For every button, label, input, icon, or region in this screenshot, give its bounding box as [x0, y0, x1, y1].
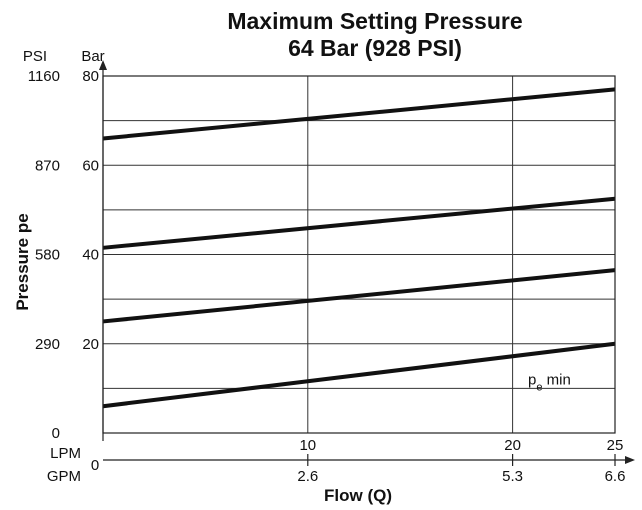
y-tick-label-bar: 60 [82, 157, 99, 174]
x-tick-label-gpm: 2.6 [297, 468, 318, 485]
chart-title-line2: 64 Bar (928 PSI) [288, 35, 462, 61]
x-unit-gpm: GPM [47, 468, 81, 485]
y-tick-label-psi: 1160 [28, 68, 60, 85]
series-line-2 [102, 196, 616, 250]
x-tick-label-lpm: 25 [607, 437, 624, 454]
chart-title-line1: Maximum Setting Pressure [227, 8, 522, 34]
x-tick-label-gpm: 5.3 [502, 468, 523, 485]
y-axis-arrow [99, 60, 107, 70]
tick-layer: 20 40 60 80 0 290 580 870 1160 10 20 25 2.6 5.3 6.6 [28, 68, 626, 485]
x-axis-label: Flow (Q) [324, 486, 392, 505]
y-tick-label-bar: 40 [82, 247, 99, 264]
series-line-3 [102, 268, 616, 324]
x-origin-label: 0 [91, 457, 99, 474]
pe-min-annotation: pe min [528, 371, 571, 393]
y-tick-label-bar: 20 [82, 336, 99, 353]
y-unit-psi: PSI [23, 48, 47, 65]
x-tick-label-lpm: 10 [299, 437, 316, 454]
series-layer [102, 87, 616, 409]
grid-layer [103, 75, 615, 433]
x-unit-lpm: LPM [50, 445, 81, 462]
pe-min-suffix: min [543, 371, 571, 388]
y-tick-label-psi: 870 [35, 157, 60, 174]
y-tick-label-psi: 0 [52, 425, 60, 442]
x-tick-label-gpm: 6.6 [605, 468, 626, 485]
series-line-4 [102, 341, 616, 409]
y-tick-label-psi: 290 [35, 336, 60, 353]
y-tick-label-bar: 80 [82, 68, 99, 85]
y-tick-label-psi: 580 [35, 247, 60, 264]
y-axis-label: Pressure pe [13, 213, 32, 310]
x-tick-label-lpm: 20 [504, 437, 521, 454]
x-axis-arrow [625, 456, 635, 464]
y-unit-bar: Bar [81, 48, 104, 65]
series-line-1 [102, 87, 616, 141]
pe-subscript: e [536, 381, 542, 393]
